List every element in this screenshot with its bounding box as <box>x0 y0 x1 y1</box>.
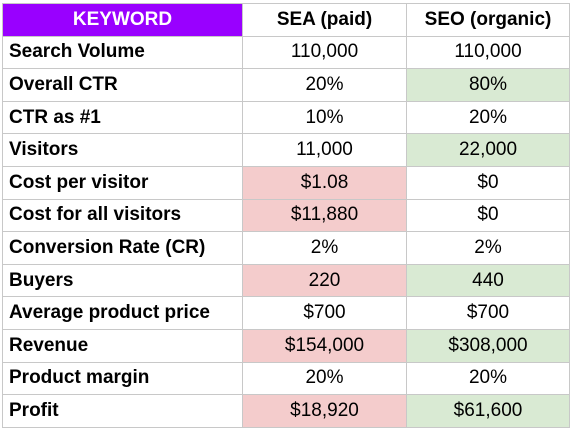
row-label-cell[interactable]: CTR as #1 <box>2 100 243 135</box>
table-row: Search Volume 110,000 110,000 <box>2 35 570 70</box>
seo-value-cell[interactable]: 110,000 <box>406 35 570 70</box>
sea-value-cell[interactable]: $18,920 <box>242 394 407 428</box>
row-label-cell[interactable]: Cost per visitor <box>2 165 243 200</box>
row-label-cell[interactable]: Average product price <box>2 296 243 330</box>
row-label-cell[interactable]: Profit <box>2 394 243 428</box>
comparison-table: KEYWORD SEA (paid) SEO (organic) Search … <box>2 3 570 428</box>
row-label-cell[interactable]: Cost for all visitors <box>2 198 243 233</box>
seo-value-cell[interactable]: $61,600 <box>406 394 570 428</box>
table-row: Overall CTR 20% 80% <box>2 68 570 102</box>
seo-value-cell[interactable]: 22,000 <box>406 133 570 167</box>
seo-value-cell[interactable]: $0 <box>406 198 570 233</box>
sea-value-cell[interactable]: 110,000 <box>242 35 407 70</box>
row-label-cell[interactable]: Search Volume <box>2 35 243 70</box>
row-label-cell[interactable]: Overall CTR <box>2 68 243 102</box>
row-label-cell[interactable]: Buyers <box>2 263 243 298</box>
table-row: Cost per visitor $1.08 $0 <box>2 165 570 200</box>
seo-value-cell[interactable]: 80% <box>406 68 570 102</box>
seo-value-cell[interactable]: $308,000 <box>406 328 570 363</box>
table-row: Average product price $700 $700 <box>2 296 570 330</box>
sea-value-cell[interactable]: 11,000 <box>242 133 407 167</box>
sea-value-cell[interactable]: 10% <box>242 100 407 135</box>
seo-value-cell[interactable]: 2% <box>406 231 570 265</box>
sea-value-cell[interactable]: 2% <box>242 231 407 265</box>
table-row: Conversion Rate (CR) 2% 2% <box>2 231 570 265</box>
seo-value-cell[interactable]: 20% <box>406 361 570 396</box>
table-row: Cost for all visitors $11,880 $0 <box>2 198 570 233</box>
table-body: Search Volume 110,000 110,000 Overall CTR 20… <box>2 35 570 428</box>
sea-value-cell[interactable]: $700 <box>242 296 407 330</box>
table-row: Visitors 11,000 22,000 <box>2 133 570 167</box>
row-label-cell[interactable]: Visitors <box>2 133 243 167</box>
seo-value-cell[interactable]: 440 <box>406 263 570 298</box>
seo-value-cell[interactable]: $700 <box>406 296 570 330</box>
seo-value-cell[interactable]: 20% <box>406 100 570 135</box>
row-label-cell[interactable]: Revenue <box>2 328 243 363</box>
sea-header[interactable]: SEA (paid) <box>242 3 407 37</box>
keyword-header[interactable]: KEYWORD <box>2 3 243 37</box>
table-row: Buyers 220 440 <box>2 263 570 298</box>
table-row: Profit $18,920 $61,600 <box>2 394 570 428</box>
sea-value-cell[interactable]: $11,880 <box>242 198 407 233</box>
sea-value-cell[interactable]: $154,000 <box>242 328 407 363</box>
sea-value-cell[interactable]: 20% <box>242 68 407 102</box>
row-label-cell[interactable]: Conversion Rate (CR) <box>2 231 243 265</box>
table-row: CTR as #1 10% 20% <box>2 100 570 135</box>
sea-value-cell[interactable]: 20% <box>242 361 407 396</box>
row-label-cell[interactable]: Product margin <box>2 361 243 396</box>
table-row: Revenue $154,000 $308,000 <box>2 328 570 363</box>
seo-header[interactable]: SEO (organic) <box>406 3 570 37</box>
sea-value-cell[interactable]: $1.08 <box>242 165 407 200</box>
header-row: KEYWORD SEA (paid) SEO (organic) <box>2 3 570 37</box>
sea-value-cell[interactable]: 220 <box>242 263 407 298</box>
seo-value-cell[interactable]: $0 <box>406 165 570 200</box>
table-row: Product margin 20% 20% <box>2 361 570 396</box>
